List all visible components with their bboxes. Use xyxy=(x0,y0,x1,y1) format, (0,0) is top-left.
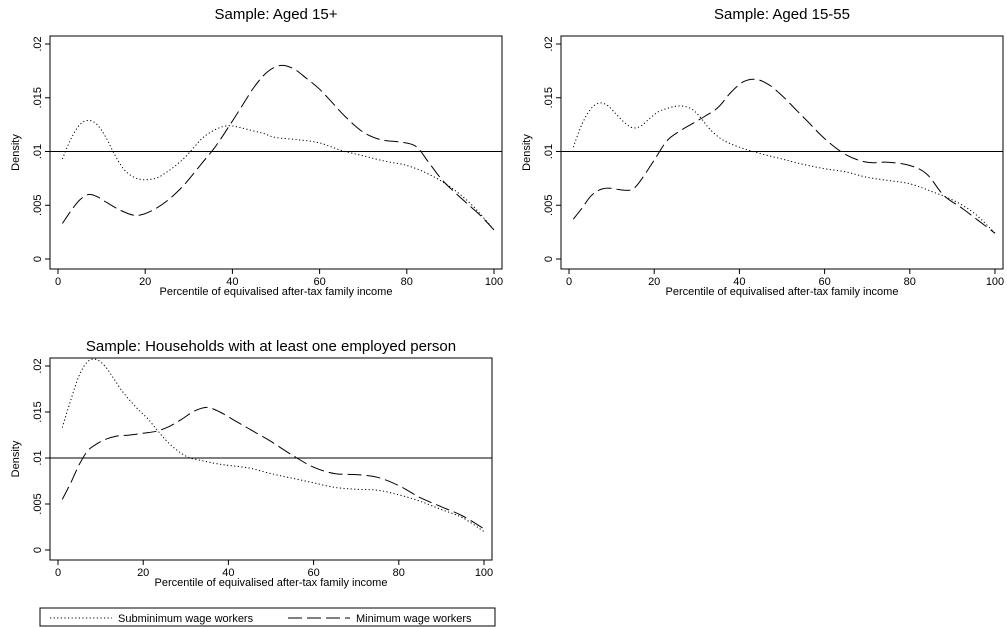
x-tick-label: 80 xyxy=(393,567,405,579)
x-tick-label: 100 xyxy=(986,276,1004,288)
x-tick-label: 60 xyxy=(313,276,325,288)
y-tick-label: .005 xyxy=(32,195,44,216)
y-tick-label: .015 xyxy=(32,87,44,108)
y-tick-label: .02 xyxy=(543,36,555,51)
x-tick-label: 60 xyxy=(818,276,830,288)
x-tick-label: 80 xyxy=(904,276,916,288)
x-tick-label: 100 xyxy=(485,276,503,288)
y-tick-label: 0 xyxy=(32,256,44,262)
series-line-minimum xyxy=(572,78,996,234)
series-line-minimum xyxy=(61,406,485,530)
x-tick-label: 60 xyxy=(307,567,319,579)
legend-label-minimum: Minimum wage workers xyxy=(356,613,472,625)
y-tick-label: 0 xyxy=(543,256,555,262)
x-tick-label: 20 xyxy=(648,276,660,288)
y-tick-label: .015 xyxy=(32,401,44,422)
x-axis-label: Percentile of equivalised after-tax fami… xyxy=(155,577,388,589)
y-tick-label: .02 xyxy=(32,358,44,373)
y-tick-label: .01 xyxy=(32,450,44,465)
series-line-subminimum xyxy=(61,358,485,533)
series-line-subminimum xyxy=(572,102,996,234)
y-axis-label: Density xyxy=(521,134,533,171)
x-tick-label: 20 xyxy=(137,567,149,579)
y-axis-label: Density xyxy=(10,134,22,171)
x-tick-label: 100 xyxy=(475,567,493,579)
series-line-minimum xyxy=(61,64,495,231)
series-line-subminimum xyxy=(61,119,495,231)
panel-aged-15-plus: Sample: Aged 15+ 0 .005 .01 .015 .02 0 20 40 60 80… xyxy=(10,6,503,298)
x-axis-label: Percentile of equivalised after-tax fami… xyxy=(160,286,393,298)
y-tick-label: 0 xyxy=(32,547,44,553)
x-tick-label: 0 xyxy=(566,276,572,288)
x-tick-label: 0 xyxy=(55,567,61,579)
y-tick-label: .01 xyxy=(32,144,44,159)
y-axis-label: Density xyxy=(10,440,22,477)
y-tick-label: .015 xyxy=(543,87,555,108)
y-tick-label: .02 xyxy=(32,36,44,51)
x-tick-label: 80 xyxy=(401,276,413,288)
y-tick-label: .01 xyxy=(543,144,555,159)
panel-aged-15-55: Sample: Aged 15-55 0 .005 .01 .015 .02 0 20 40 60… xyxy=(521,6,1004,298)
x-tick-label: 40 xyxy=(226,276,238,288)
plot-frame xyxy=(560,35,1004,270)
x-tick-label: 20 xyxy=(139,276,151,288)
x-tick-label: 40 xyxy=(222,567,234,579)
plot-frame xyxy=(49,35,503,270)
legend-label-subminimum: Subminimum wage workers xyxy=(118,613,254,625)
panel-employed-households: Sample: Households with at least one emp… xyxy=(10,338,493,589)
legend: Subminimum wage workers Minimum wage wor… xyxy=(39,607,496,627)
y-tick-label: .005 xyxy=(32,493,44,514)
chart-title: Sample: Aged 15+ xyxy=(214,6,337,23)
x-tick-label: 40 xyxy=(733,276,745,288)
chart-title: Sample: Households with at least one emp… xyxy=(86,338,456,355)
x-tick-label: 0 xyxy=(55,276,61,288)
x-axis-label: Percentile of equivalised after-tax fami… xyxy=(666,286,899,298)
legend-box xyxy=(39,607,496,627)
plot-frame xyxy=(49,357,493,561)
y-tick-label: .005 xyxy=(543,195,555,216)
chart-title: Sample: Aged 15-55 xyxy=(714,6,850,23)
